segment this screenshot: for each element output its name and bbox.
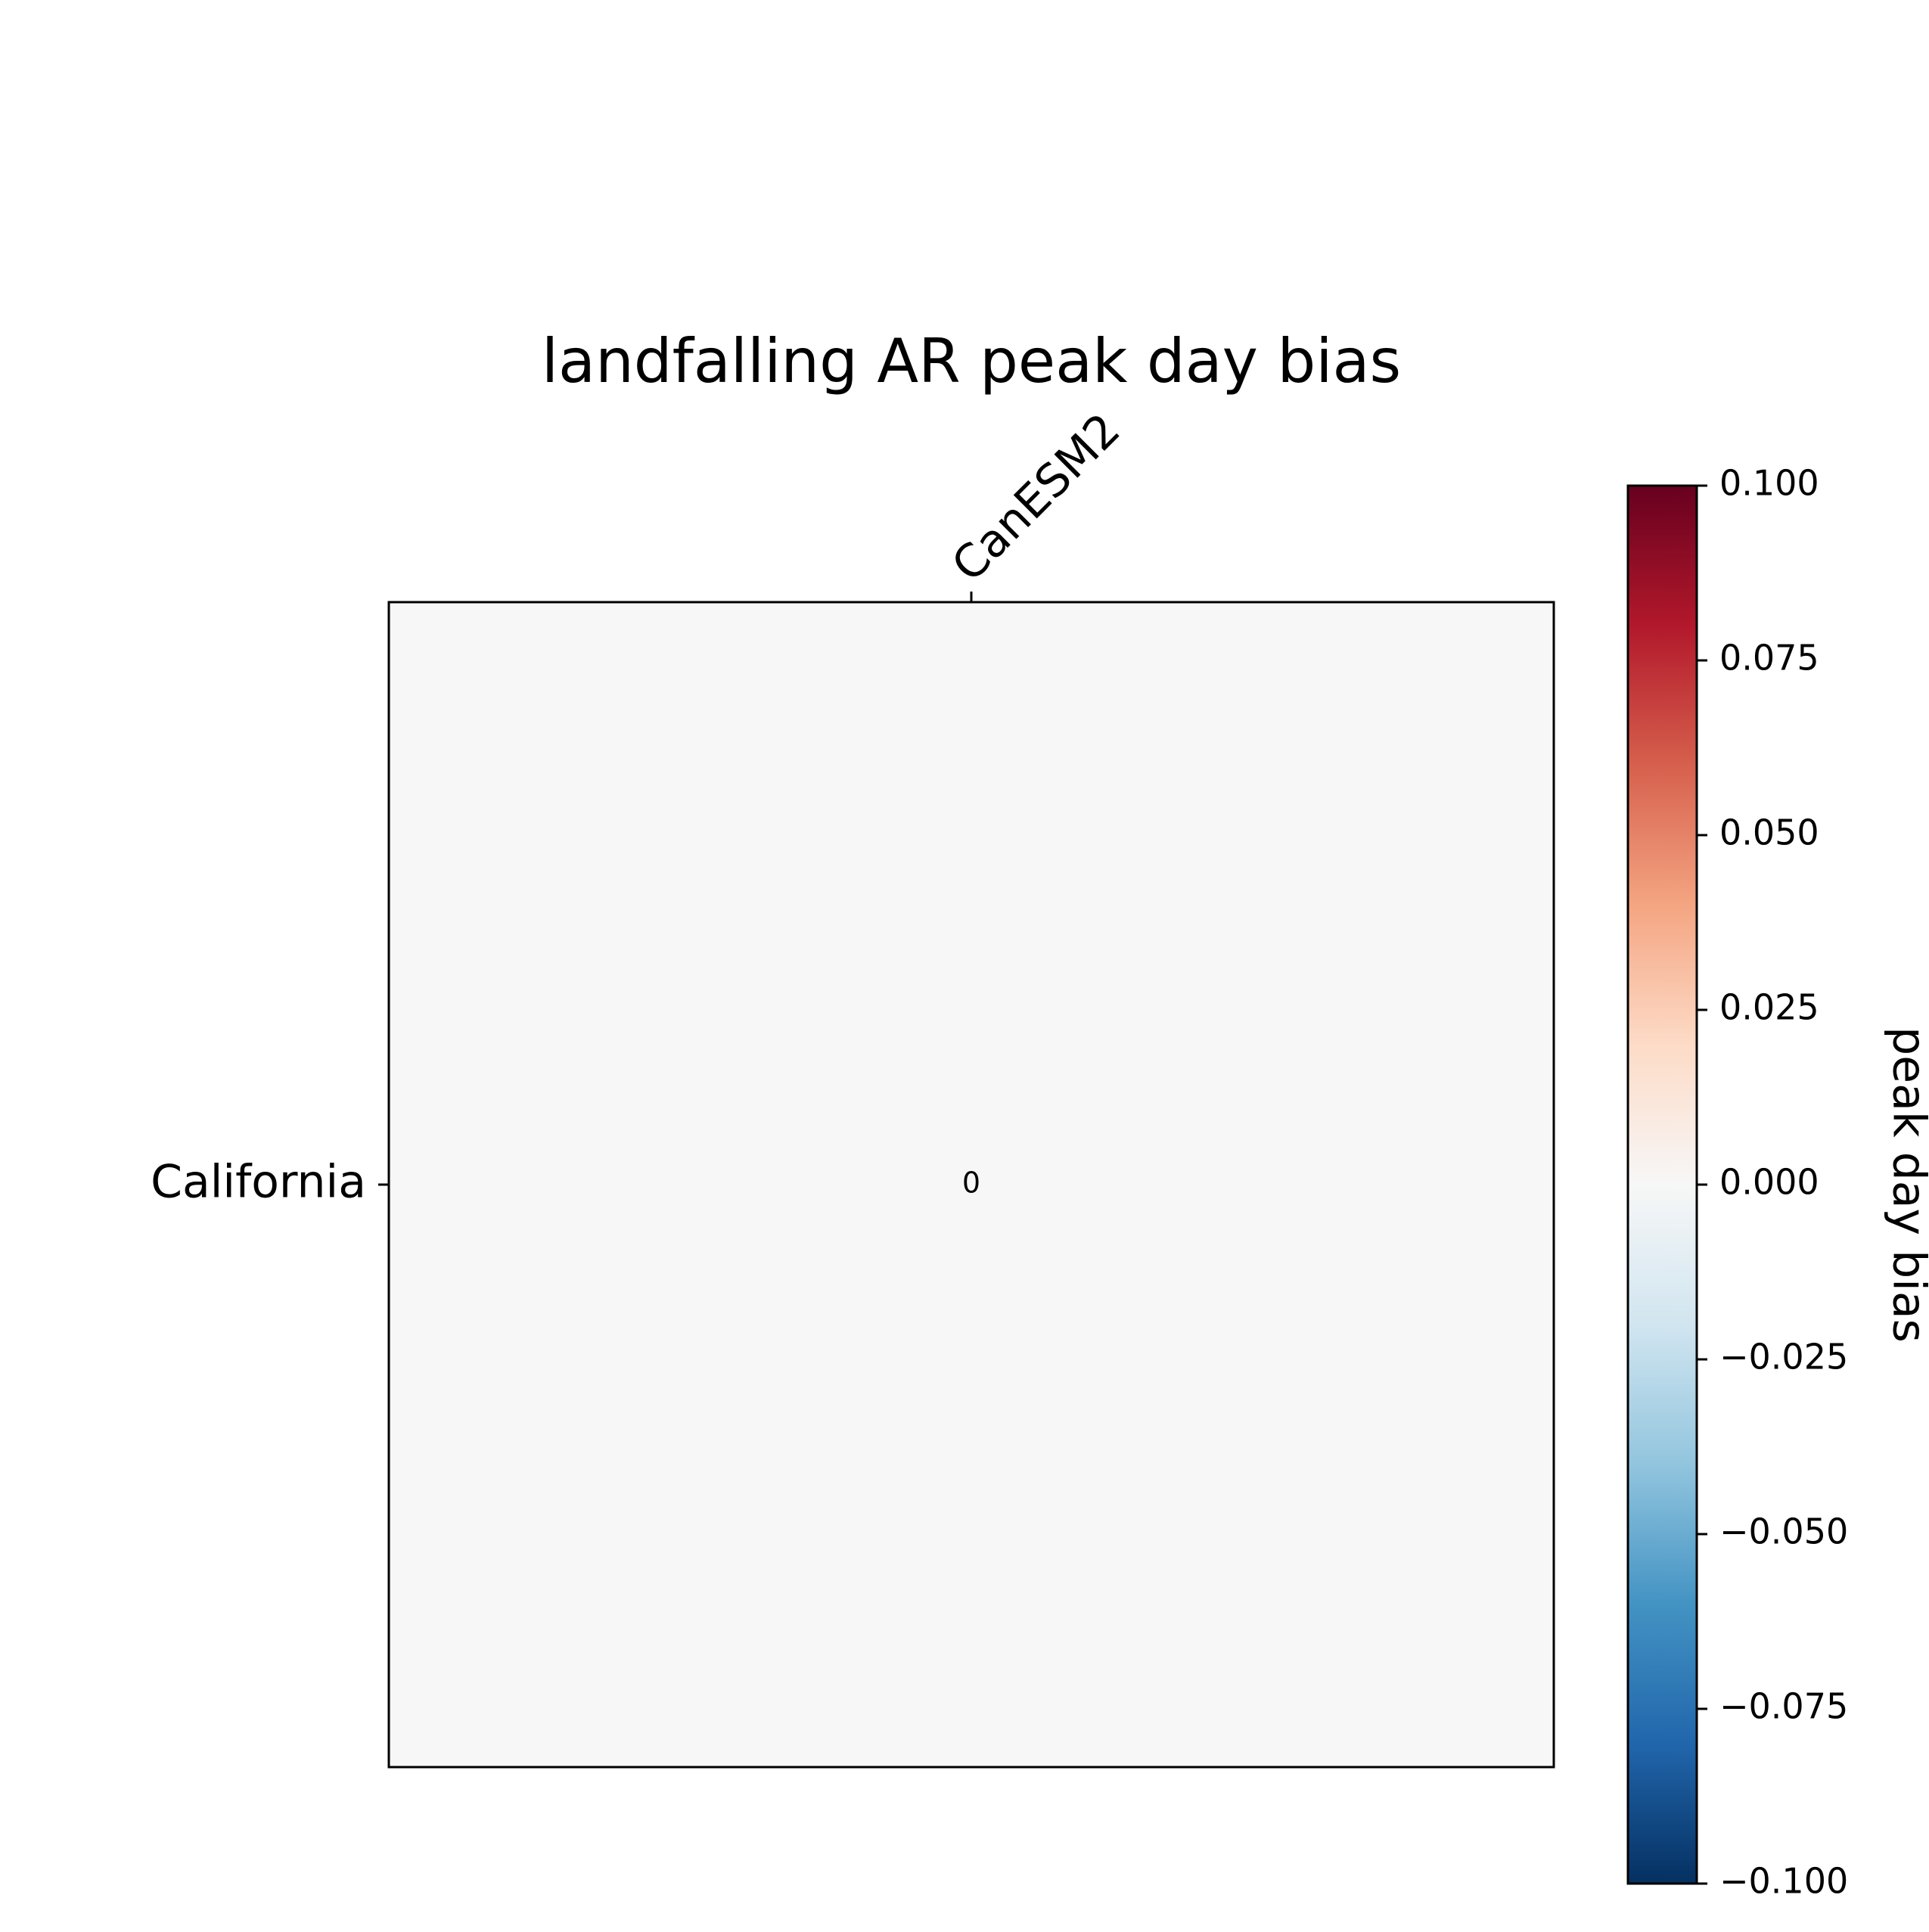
colorbar-gradient (1626, 484, 1698, 1885)
colorbar-ticks: −0.100 −0.075 −0.050 −0.025 0.000 0.025 0.050 0… (1697, 463, 1848, 1902)
x-axis: CanESM2 (942, 403, 1130, 602)
colorbar-tick-label: 0.050 (1719, 812, 1819, 853)
colorbar-label: peak day bias (1882, 1027, 1929, 1343)
colorbar-tick-label: 0.025 (1719, 987, 1819, 1028)
x-tick-label: CanESM2 (942, 403, 1130, 592)
colorbar-tick-label: 0.075 (1719, 638, 1819, 679)
cell-label: 0 (962, 1166, 980, 1200)
y-axis: California (151, 1156, 389, 1209)
colorbar: −0.100 −0.075 −0.050 −0.025 0.000 0.025 0.050 0… (1626, 463, 1929, 1902)
colorbar-tick-label: 0.000 (1719, 1162, 1819, 1203)
colorbar-tick-label: −0.025 (1719, 1337, 1848, 1378)
colorbar-tick-label: −0.075 (1719, 1686, 1848, 1727)
y-tick-label: California (151, 1156, 366, 1209)
colorbar-tick-label: −0.050 (1719, 1511, 1848, 1552)
colorbar-tick-label: −0.100 (1719, 1861, 1848, 1902)
plot-area: 0 (389, 602, 1554, 1767)
heatmap-cell (389, 602, 1554, 1767)
colorbar-tick-label: 0.100 (1719, 463, 1819, 504)
chart-title: landfalling AR peak day bias (542, 326, 1401, 396)
